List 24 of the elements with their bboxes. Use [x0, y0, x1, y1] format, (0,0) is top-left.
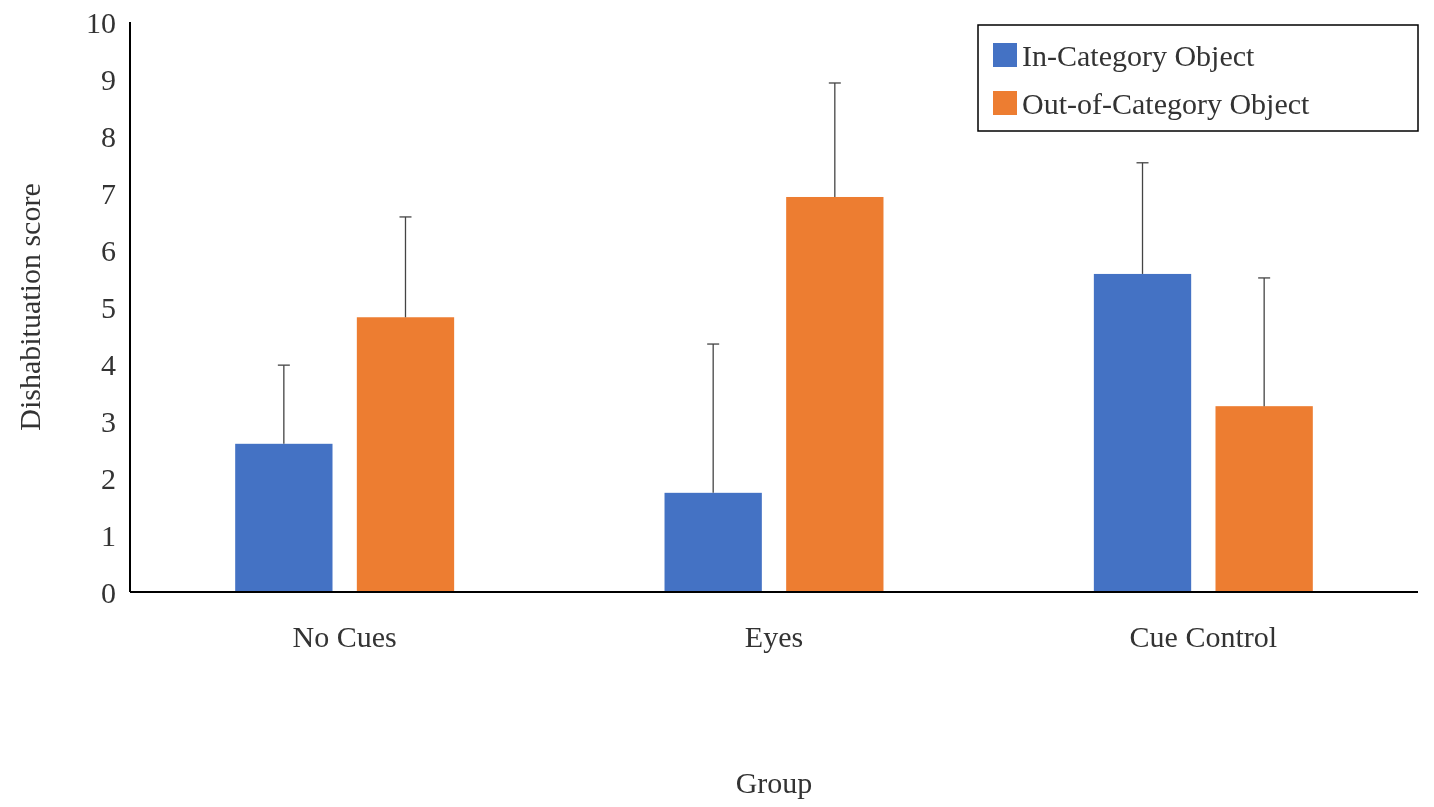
y-tick-label: 0: [101, 575, 116, 609]
bar: [356, 317, 455, 592]
x-tick-label: No Cues: [292, 620, 397, 653]
bar: [786, 196, 884, 592]
legend-label: Out-of-Category Object: [1022, 86, 1311, 120]
y-tick-label: 7: [101, 176, 116, 210]
x-tick-label: Eyes: [744, 620, 804, 653]
y-tick-label: 10: [86, 5, 116, 39]
bar: [664, 492, 762, 592]
bar: [235, 443, 333, 592]
y-tick-label: 5: [101, 290, 116, 324]
x-tick-label: Cue Control: [1129, 620, 1278, 653]
bar: [1215, 406, 1313, 592]
y-tick-label: 4: [101, 347, 116, 381]
y-tick-label: 3: [101, 404, 116, 438]
y-tick-label: 2: [101, 461, 116, 495]
y-axis-title: Dishabituation score: [13, 183, 46, 431]
y-tick-label: 6: [101, 233, 116, 267]
y-tick-label: 8: [101, 119, 116, 153]
y-tick-label: 9: [101, 62, 116, 96]
y-tick-label: 1: [101, 518, 116, 552]
bar: [1093, 273, 1192, 592]
legend-label: In-Category Object: [1022, 38, 1256, 72]
x-axis-title: Group: [735, 766, 813, 799]
